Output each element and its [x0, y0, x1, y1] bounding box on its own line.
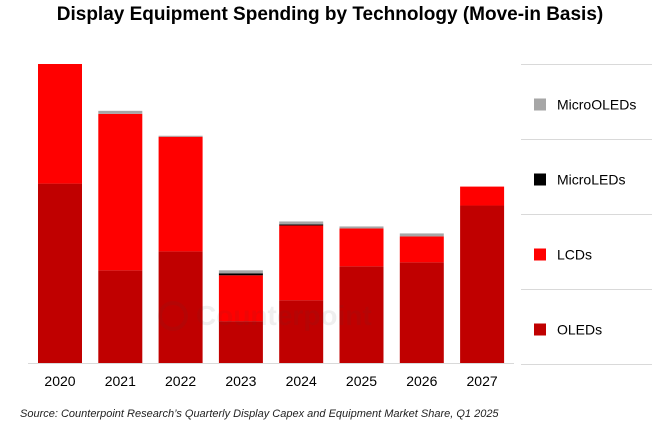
bar-oleds-2020	[38, 183, 82, 363]
bar-oleds-2024	[279, 300, 324, 363]
bar-oleds-2025	[339, 266, 384, 363]
x-tick-label-2022: 2022	[165, 373, 196, 389]
legend-swatch-oleds	[534, 323, 546, 336]
x-tick-label-2025: 2025	[346, 373, 377, 389]
x-tick-label-2027: 2027	[467, 373, 498, 389]
legend-swatch-lcds	[534, 248, 546, 261]
x-tick-label-2021: 2021	[105, 373, 136, 389]
bar-microleds-2024	[279, 224, 324, 226]
bar-lcds-2021	[98, 113, 143, 271]
bar-microoleds-2026	[399, 233, 444, 237]
bar-lcds-2026	[399, 236, 444, 263]
x-tick-label-2026: 2026	[406, 373, 437, 389]
bar-oleds-2026	[399, 262, 444, 363]
bar-oleds-2023	[218, 321, 263, 363]
bar-oleds-2021	[98, 270, 143, 363]
legend-label-microleds: MicroLEDs	[557, 172, 625, 188]
bar-microoleds-2023	[218, 270, 263, 274]
legend-swatch-microleds	[534, 173, 546, 186]
bar-microoleds-2021	[98, 110, 143, 114]
bar-oleds-2022	[158, 251, 203, 363]
bar-lcds-2025	[339, 228, 384, 267]
bar-microleds-2023	[218, 273, 263, 276]
chart-title: Display Equipment Spending by Technology…	[56, 4, 604, 25]
bar-microoleds-2022	[158, 135, 203, 137]
legend-label-microoleds: MicroOLEDs	[557, 97, 636, 113]
x-tick-label-2024: 2024	[286, 373, 317, 389]
source-note: Source: Counterpoint Research’s Quarterl…	[20, 408, 499, 420]
bar-oleds-2027	[460, 205, 505, 363]
x-tick-label-2020: 2020	[44, 373, 75, 389]
x-tick-label-2023: 2023	[225, 373, 256, 389]
bar-lcds-2024	[279, 225, 324, 301]
bar-lcds-2022	[158, 136, 203, 252]
bar-microoleds-2025	[339, 226, 384, 229]
bar-microoleds-2024	[279, 221, 324, 225]
bar-lcds-2027	[460, 186, 505, 206]
legend-swatch-microoleds	[534, 98, 546, 111]
bar-lcds-2023	[218, 275, 263, 322]
legend-label-lcds: LCDs	[557, 247, 592, 263]
legend-label-oleds: OLEDs	[557, 322, 602, 338]
bar-lcds-2020	[38, 64, 82, 184]
